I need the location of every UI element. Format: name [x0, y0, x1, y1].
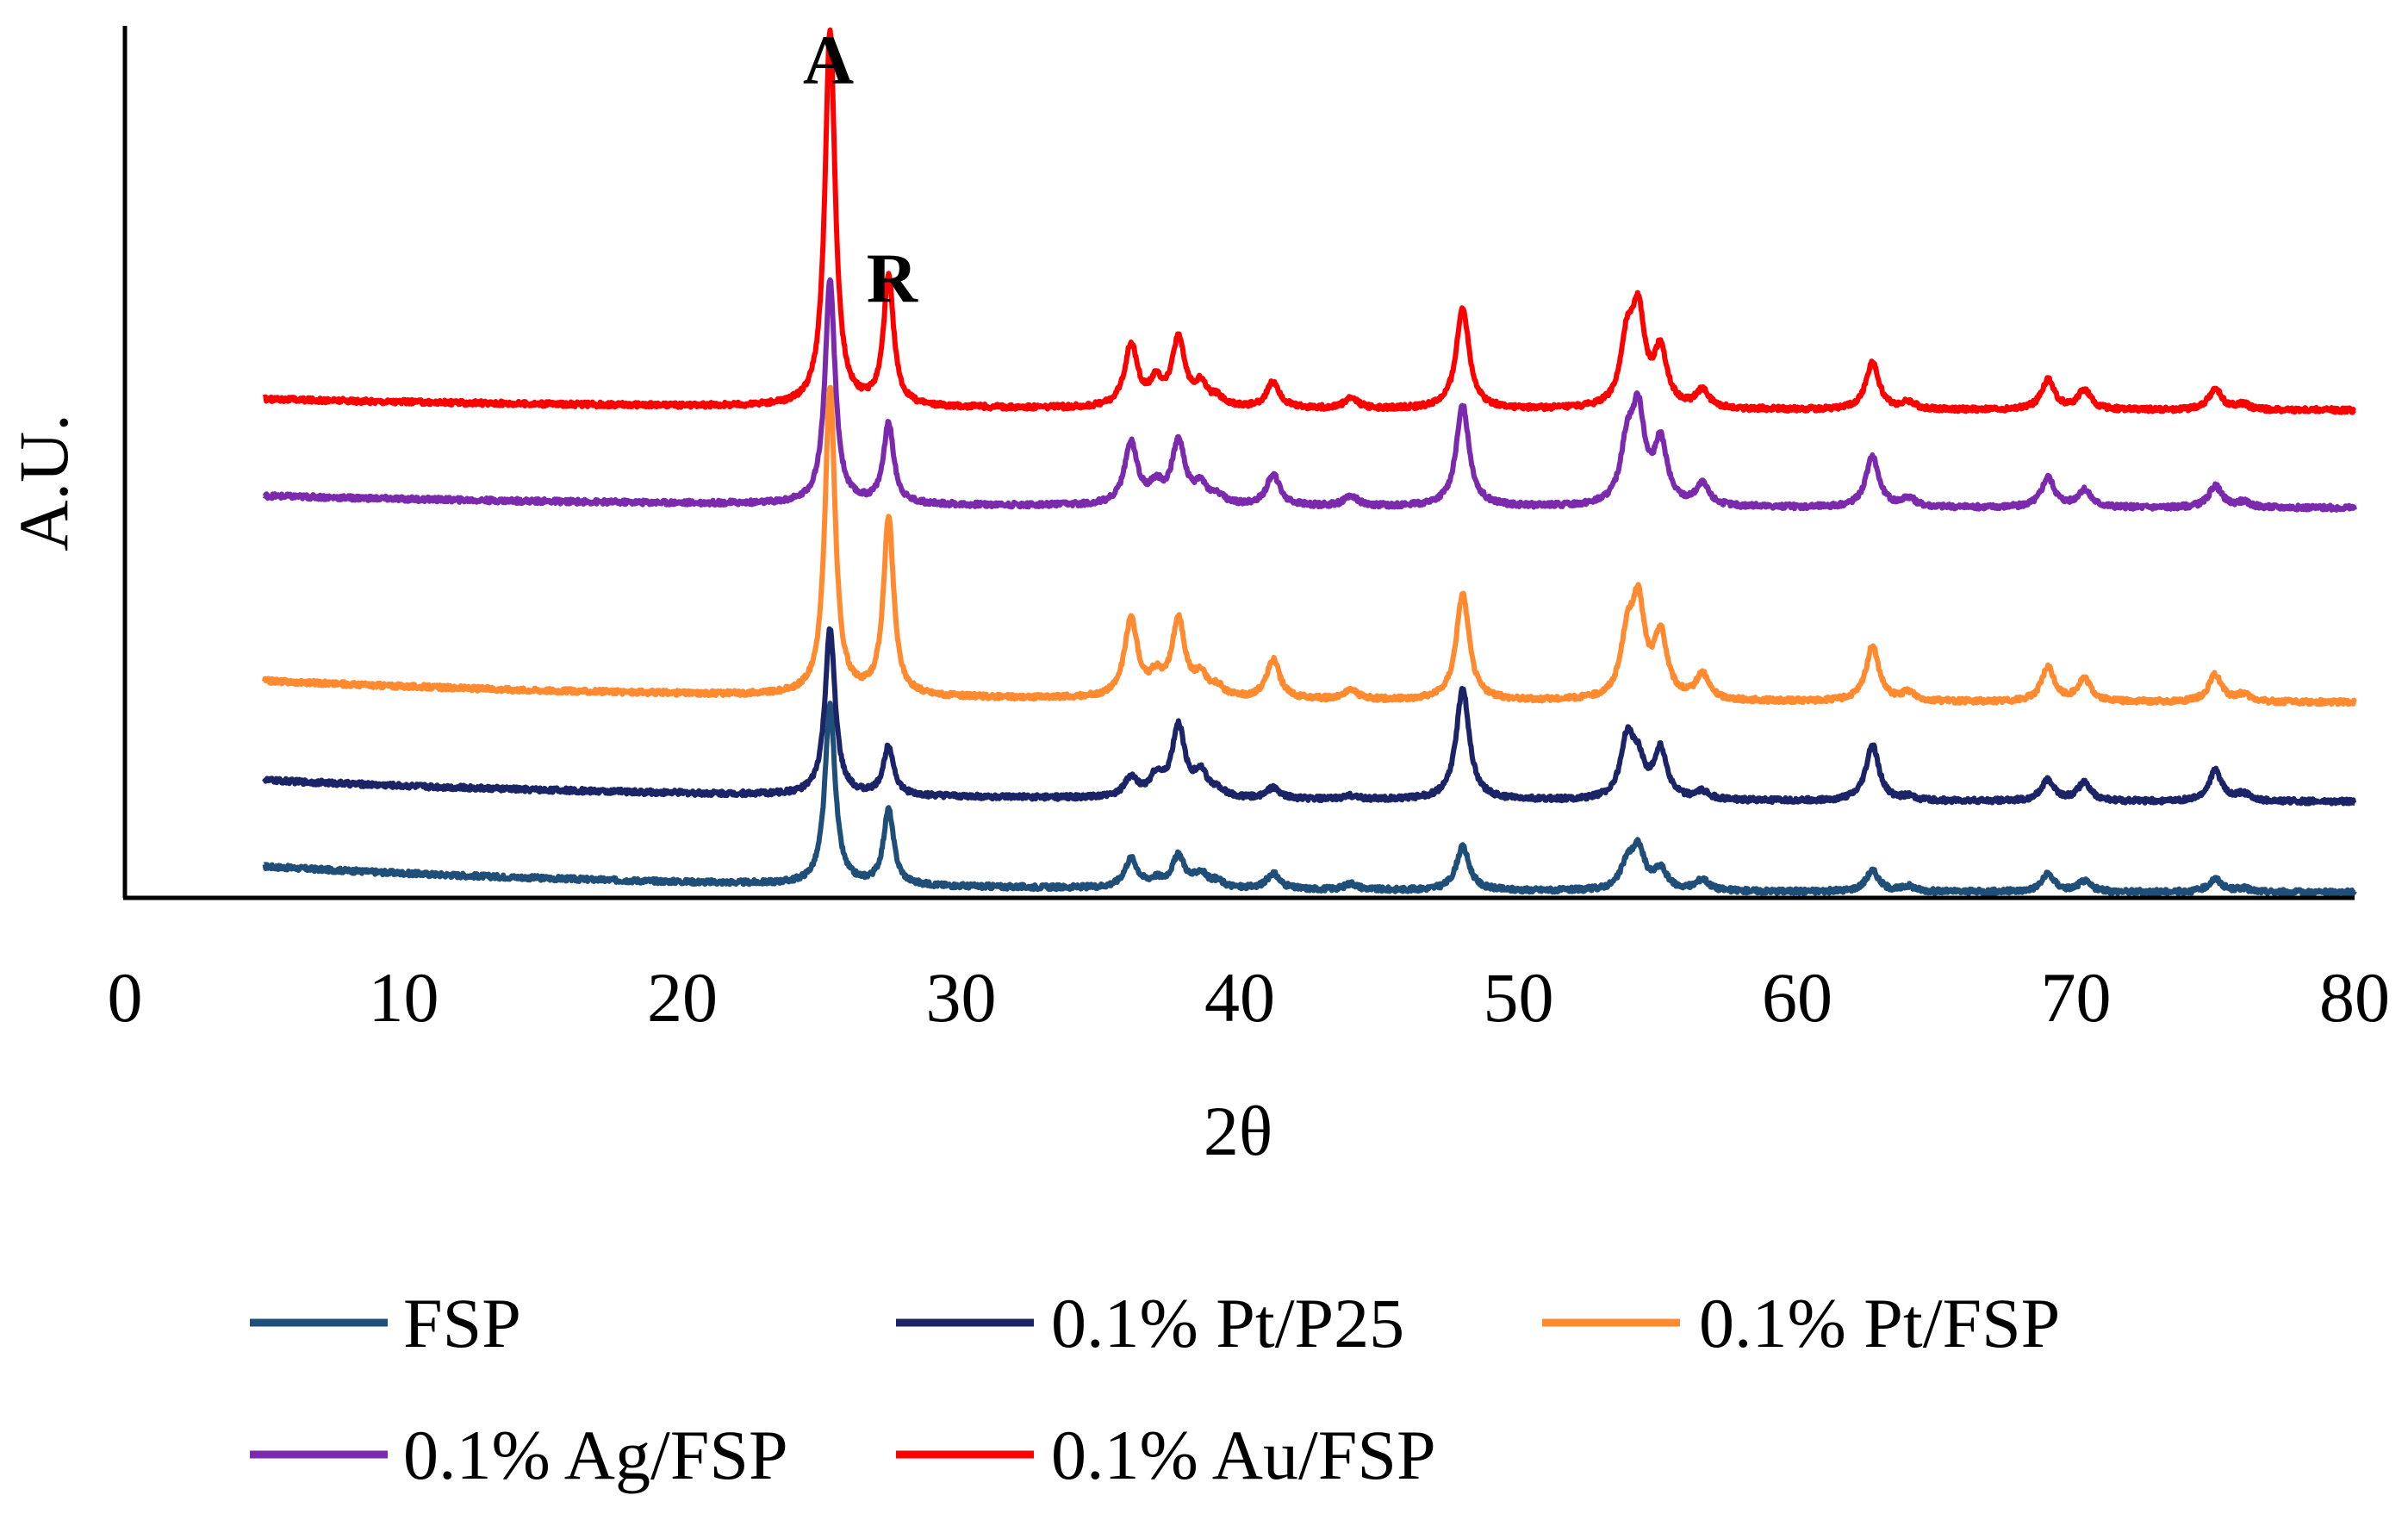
series-line-0-1-au-fsp [262, 27, 2357, 415]
legend-label: 0.1% Pt/P25 [1051, 1284, 1404, 1362]
x-tick-label: 30 [926, 958, 997, 1037]
x-tick-label: 40 [1204, 958, 1275, 1037]
legend-item-ag-fsp: 0.1% Ag/FSP [250, 1416, 788, 1494]
rutile-peak-label: R [867, 239, 918, 317]
legend-item-fsp: FSP [250, 1284, 521, 1362]
x-tick-label: 0 [108, 958, 143, 1037]
legend: FSP 0.1% Pt/P25 0.1% Pt/FSP 0.1% Ag/FSP … [250, 1284, 2060, 1494]
legend-label: 0.1% Au/FSP [1051, 1416, 1436, 1494]
series-layer [261, 27, 2357, 897]
x-tick-label: 20 [647, 958, 718, 1037]
series-line-0-1-ag-fsp [262, 277, 2357, 513]
x-axis-title: 2θ [1204, 1092, 1272, 1170]
anatase-peak-label: A [803, 21, 854, 99]
x-tick-label: 60 [1762, 958, 1832, 1037]
legend-item-pt-fsp: 0.1% Pt/FSP [1542, 1284, 2060, 1362]
legend-item-au-fsp: 0.1% Au/FSP [896, 1416, 1436, 1494]
series-line-0-1-pt-p25 [262, 626, 2357, 807]
series-line-0-1-pt-fsp [261, 384, 2357, 707]
y-axis-title: A.U. [4, 414, 83, 551]
x-tick-label: 70 [2041, 958, 2112, 1037]
x-tick-label: 10 [369, 958, 439, 1037]
legend-label: 0.1% Ag/FSP [403, 1416, 788, 1494]
series-line-fsp [262, 701, 2357, 897]
x-tick-label: 80 [2319, 958, 2390, 1037]
legend-item-pt-p25: 0.1% Pt/P25 [896, 1284, 1404, 1362]
legend-label: 0.1% Pt/FSP [1699, 1284, 2060, 1362]
x-tick-labels: 0 10 20 30 40 50 60 70 80 [108, 958, 2391, 1037]
legend-label: FSP [403, 1284, 521, 1362]
x-tick-label: 50 [1484, 958, 1554, 1037]
